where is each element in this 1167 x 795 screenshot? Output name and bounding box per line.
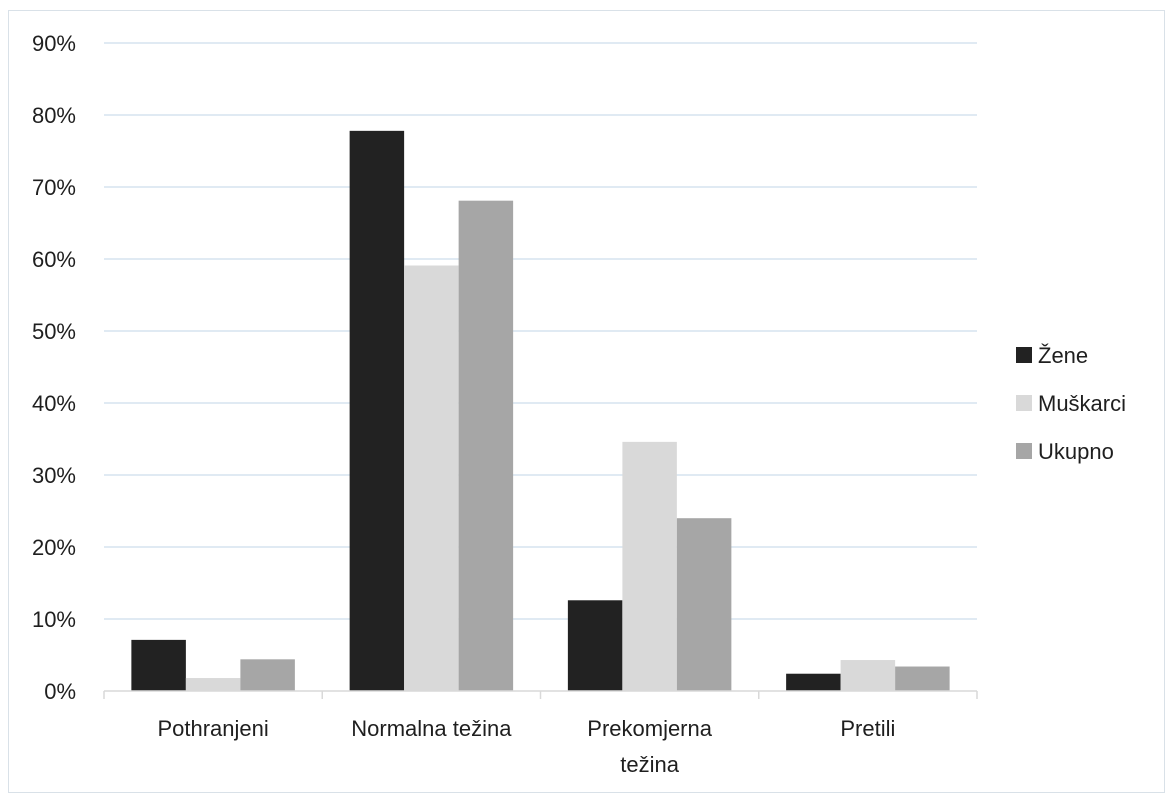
bar [404,265,459,691]
bars [131,130,950,692]
bar [349,130,405,692]
bar [622,441,677,691]
y-tick-label: 30% [32,463,76,488]
bar [895,666,950,691]
bar [240,659,295,691]
bar [676,518,732,691]
x-tick-label: Prekomjerna težina [587,716,712,777]
y-tick-label: 50% [32,319,76,344]
legend-label: Ukupno [1038,439,1114,464]
x-axis [103,690,978,699]
y-tick-label: 80% [32,103,76,128]
gridlines [104,42,977,620]
y-tick-label: 20% [32,535,76,560]
legend-label: Muškarci [1038,391,1126,416]
y-axis-ticks: 0% 10% 20% 30% 40% 50% 60% 70% 80% 90% [32,31,76,704]
legend-swatch [1016,347,1032,363]
y-tick-label: 70% [32,175,76,200]
legend-swatch [1016,395,1032,411]
x-tick-label: Pretili [840,716,895,741]
bar [458,200,514,691]
y-tick-label: 90% [32,31,76,56]
y-tick-label: 40% [32,391,76,416]
bar [185,678,241,691]
legend-label: Žene [1038,343,1088,368]
bar [567,600,623,691]
legend-swatch [1016,443,1032,459]
y-tick-label: 60% [32,247,76,272]
x-tick-label: Normalna težina [351,716,512,741]
bar [131,639,186,691]
legend: Žene Muškarci Ukupno [1016,343,1126,464]
bar [840,660,896,691]
x-axis-labels: Pothranjeni Normalna težina Prekomjerna tež… [157,716,895,777]
y-tick-label: 10% [32,607,76,632]
x-tick-label: Pothranjeni [157,716,268,741]
y-tick-label: 0% [44,679,76,704]
bar [786,673,841,691]
